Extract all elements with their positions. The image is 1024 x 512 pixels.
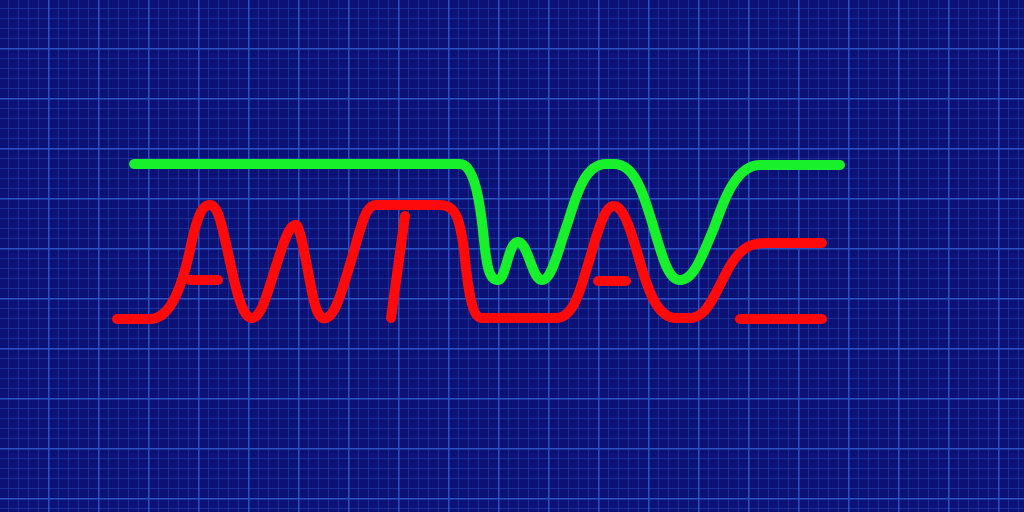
red-letter-i-stroke: [386, 211, 410, 323]
upper-green-waveform: [129, 159, 845, 285]
lower-red-waveform: [112, 200, 827, 324]
wordmark-waves: [112, 159, 845, 324]
